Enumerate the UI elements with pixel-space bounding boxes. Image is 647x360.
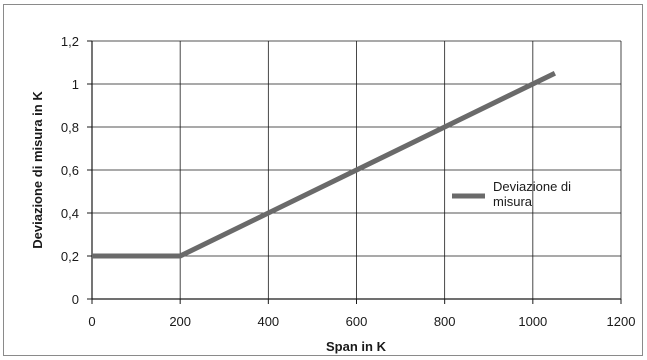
y-tick-label: 0,4 bbox=[61, 206, 79, 221]
x-tick-label: 1200 bbox=[607, 314, 636, 329]
y-axis-title: Deviazione di misura in K bbox=[30, 91, 45, 249]
x-tick-label: 400 bbox=[257, 314, 279, 329]
x-tick-label: 200 bbox=[169, 314, 191, 329]
legend-label-line-1: Deviazione di bbox=[493, 179, 571, 194]
y-tick-label: 0,2 bbox=[61, 249, 79, 264]
series bbox=[92, 70, 556, 259]
y-tick-label: 0 bbox=[72, 292, 79, 307]
x-tick-label: 600 bbox=[346, 314, 368, 329]
legend-label: Deviazione di misura bbox=[493, 179, 575, 209]
chart-frame bbox=[3, 4, 643, 356]
legend: Deviazione di misura bbox=[452, 179, 575, 209]
y-tick-label: 1,2 bbox=[61, 34, 79, 49]
x-tick-label: 1000 bbox=[518, 314, 547, 329]
x-tick-label: 800 bbox=[434, 314, 456, 329]
x-axis-title: Span in K bbox=[326, 339, 387, 354]
y-tick-label: 1 bbox=[72, 77, 79, 92]
y-tick-label: 0,8 bbox=[61, 120, 79, 135]
series-line bbox=[92, 70, 556, 259]
x-tick-label: 0 bbox=[88, 314, 95, 329]
y-tick-label: 0,6 bbox=[61, 163, 79, 178]
tick-labels: 0 0,2 0,4 0,6 0,8 1 1,2 0 200 400 600 800 1000 1200 bbox=[61, 34, 636, 329]
legend-label-line-2: misura bbox=[493, 194, 533, 209]
